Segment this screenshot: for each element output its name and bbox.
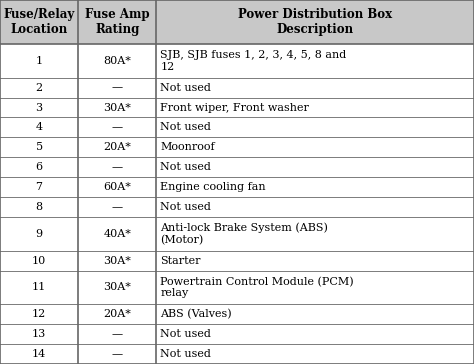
Bar — [0, 197, 474, 217]
Text: 6: 6 — [36, 162, 43, 172]
Text: Not used: Not used — [160, 329, 211, 339]
Text: 4: 4 — [36, 122, 43, 132]
Bar — [0, 98, 474, 118]
Text: Engine cooling fan: Engine cooling fan — [160, 182, 266, 192]
Text: 11: 11 — [32, 282, 46, 292]
Text: Not used: Not used — [160, 349, 211, 359]
Text: —: — — [112, 202, 123, 212]
Bar — [0, 251, 474, 271]
Text: Not used: Not used — [160, 202, 211, 212]
Text: —: — — [112, 83, 123, 92]
Text: ABS (Valves): ABS (Valves) — [160, 309, 232, 319]
Bar — [0, 0, 474, 44]
Text: 20A*: 20A* — [103, 309, 131, 319]
Text: 12: 12 — [32, 309, 46, 319]
Text: Not used: Not used — [160, 122, 211, 132]
Text: 7: 7 — [36, 182, 43, 192]
Text: 2: 2 — [36, 83, 43, 92]
Bar — [0, 118, 474, 138]
Text: 20A*: 20A* — [103, 142, 131, 153]
Text: Starter: Starter — [160, 256, 201, 266]
Text: 80A*: 80A* — [103, 56, 131, 66]
Text: 30A*: 30A* — [103, 103, 131, 112]
Text: 1: 1 — [36, 56, 43, 66]
Text: —: — — [112, 329, 123, 339]
Bar — [0, 217, 474, 251]
Text: 5: 5 — [36, 142, 43, 153]
Text: —: — — [112, 349, 123, 359]
Text: 3: 3 — [36, 103, 43, 112]
Bar — [0, 304, 474, 324]
Text: SJB, SJB fuses 1, 2, 3, 4, 5, 8 and
12: SJB, SJB fuses 1, 2, 3, 4, 5, 8 and 12 — [160, 50, 346, 72]
Text: 10: 10 — [32, 256, 46, 266]
Text: Fuse Amp
Rating: Fuse Amp Rating — [85, 8, 150, 36]
Text: —: — — [112, 162, 123, 172]
Text: Front wiper, Front washer: Front wiper, Front washer — [160, 103, 310, 112]
Text: Anti-lock Brake System (ABS)
(Motor): Anti-lock Brake System (ABS) (Motor) — [160, 223, 328, 245]
Bar — [0, 271, 474, 304]
Text: Fuse/Relay
Location: Fuse/Relay Location — [3, 8, 75, 36]
Bar — [0, 78, 474, 98]
Text: Powertrain Control Module (PCM)
relay: Powertrain Control Module (PCM) relay — [160, 277, 354, 298]
Text: Not used: Not used — [160, 162, 211, 172]
Bar — [0, 344, 474, 364]
Bar — [0, 177, 474, 197]
Text: 9: 9 — [36, 229, 43, 239]
Bar — [0, 157, 474, 177]
Text: 8: 8 — [36, 202, 43, 212]
Text: 13: 13 — [32, 329, 46, 339]
Text: Not used: Not used — [160, 83, 211, 92]
Text: 30A*: 30A* — [103, 256, 131, 266]
Text: Power Distribution Box
Description: Power Distribution Box Description — [238, 8, 392, 36]
Bar — [0, 44, 474, 78]
Bar — [0, 324, 474, 344]
Bar — [0, 138, 474, 157]
Text: —: — — [112, 122, 123, 132]
Text: 14: 14 — [32, 349, 46, 359]
Text: 40A*: 40A* — [103, 229, 131, 239]
Text: 60A*: 60A* — [103, 182, 131, 192]
Text: Moonroof: Moonroof — [160, 142, 215, 153]
Text: 30A*: 30A* — [103, 282, 131, 292]
